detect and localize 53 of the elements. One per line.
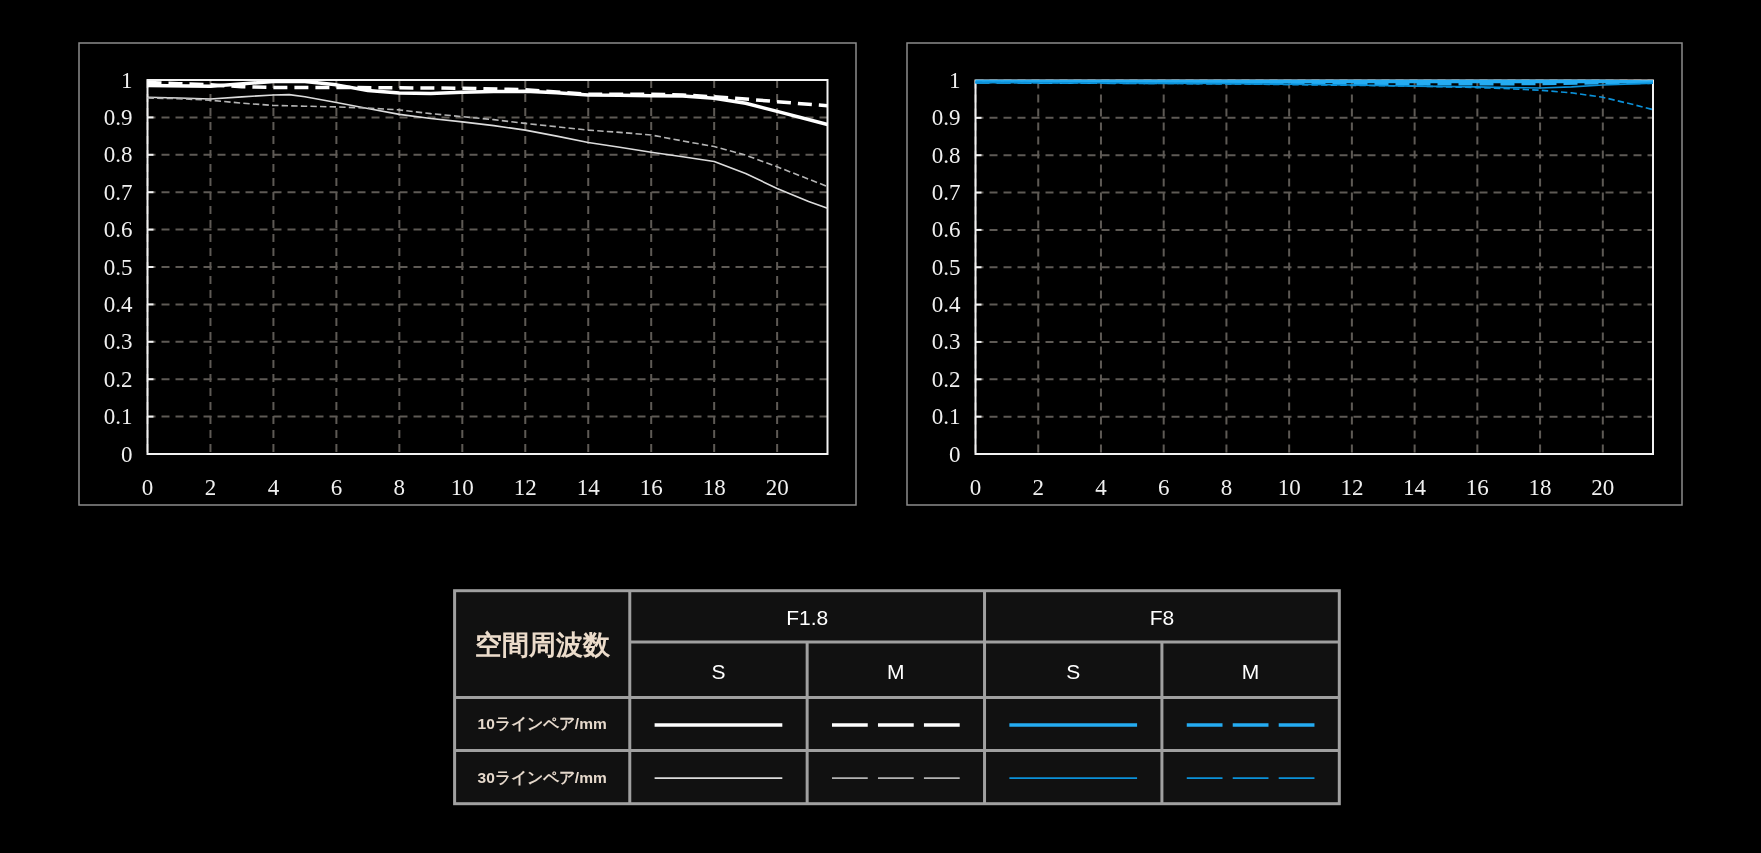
- y-tick-label: 0.5: [931, 254, 961, 280]
- y-tick-label: 0: [949, 441, 961, 467]
- y-tick-label: 0.8: [931, 142, 961, 168]
- column-header: S: [1066, 660, 1081, 684]
- x-tick-label: 20: [1591, 474, 1615, 500]
- y-tick-label: 0.9: [931, 105, 961, 131]
- y-tick-label: 0: [121, 441, 133, 467]
- title: 空間周波数: [474, 630, 610, 661]
- x-tick-label: 10: [450, 474, 474, 500]
- group-header: F1.8: [786, 605, 829, 629]
- x-tick-label: 0: [969, 474, 982, 500]
- y-tick-label: 0.1: [103, 404, 133, 430]
- row-header: 10ラインペア/mm: [477, 715, 607, 733]
- x-tick-label: 8: [393, 474, 406, 500]
- y-tick-label: 0.7: [103, 179, 133, 205]
- x-tick-label: 12: [513, 474, 537, 500]
- y-tick-label: 0.3: [931, 329, 961, 355]
- row-header: 30ラインペア/mm: [477, 768, 607, 786]
- x-tick-label: 16: [639, 474, 663, 500]
- x-tick-label: 10: [1277, 474, 1301, 500]
- x-tick-label: 12: [1340, 474, 1364, 500]
- column-header: M: [887, 660, 905, 684]
- x-tick-label: 8: [1220, 474, 1233, 500]
- y-tick-label: 0.9: [103, 104, 133, 130]
- y-tick-label: 1: [121, 67, 133, 93]
- y-tick-label: 0.2: [103, 366, 133, 392]
- y-tick-label: 1: [949, 68, 961, 93]
- x-tick-label: 6: [330, 474, 343, 500]
- x-tick-label: 4: [1095, 474, 1107, 500]
- group-header: F8: [1149, 605, 1175, 629]
- y-tick-label: 0.5: [103, 254, 133, 280]
- x-tick-label: 14: [1403, 474, 1427, 500]
- y-tick-label: 0.2: [931, 366, 961, 392]
- y-tick-label: 0.1: [931, 404, 961, 430]
- y-tick-label: 0.7: [931, 180, 961, 206]
- x-tick-label: 14: [576, 474, 600, 500]
- x-tick-label: 2: [1032, 474, 1044, 500]
- x-tick-label: 16: [1465, 474, 1489, 500]
- x-tick-label: 6: [1157, 474, 1170, 500]
- x-tick-label: 2: [204, 474, 217, 500]
- y-tick-label: 0.8: [103, 142, 133, 168]
- y-tick-label: 0.3: [103, 329, 133, 355]
- y-tick-label: 0.4: [103, 291, 133, 317]
- y-tick-label: 0.6: [931, 217, 961, 243]
- x-tick-label: 18: [1528, 474, 1552, 500]
- y-tick-label: 0.4: [931, 292, 961, 318]
- x-tick-label: 0: [141, 474, 154, 500]
- y-tick-label: 0.6: [103, 217, 133, 243]
- column-header: M: [1241, 660, 1260, 684]
- x-tick-label: 20: [765, 474, 789, 500]
- x-tick-label: 18: [702, 474, 726, 500]
- x-tick-label: 4: [267, 474, 280, 500]
- column-header: S: [711, 660, 726, 684]
